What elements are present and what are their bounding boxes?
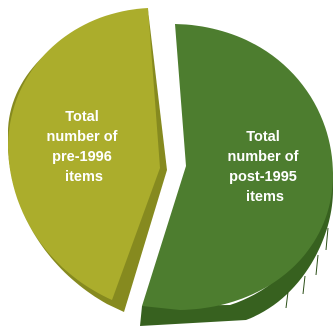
slice-pre-1996-label-line: Total	[65, 109, 99, 125]
slice-pre-1996-label: Total number of pre-1996 items	[47, 109, 122, 185]
slice-post-1995-top	[142, 24, 333, 310]
slice-post-1995: Total number of post-1995 items	[140, 24, 333, 326]
slice-post-1995-label-line: number of	[228, 149, 299, 165]
slice-pre-1996: Total number of pre-1996 items	[8, 8, 167, 312]
slice-post-1995-label-line: post-1995	[229, 169, 297, 185]
slice-post-1995-side	[140, 170, 333, 326]
slice-post-1995-label-line: Total	[246, 129, 280, 145]
slice-pre-1996-label-line: number of	[47, 129, 118, 145]
slice-post-1995-label: Total number of post-1995 items	[228, 129, 303, 205]
slice-pre-1996-label-line: items	[65, 169, 103, 185]
slice-post-1995-label-line: items	[246, 189, 284, 205]
slice-pre-1996-top	[8, 8, 160, 300]
slice-post-1995-rim-lines	[285, 227, 329, 309]
slice-pre-1996-label-line: pre-1996	[52, 149, 112, 165]
